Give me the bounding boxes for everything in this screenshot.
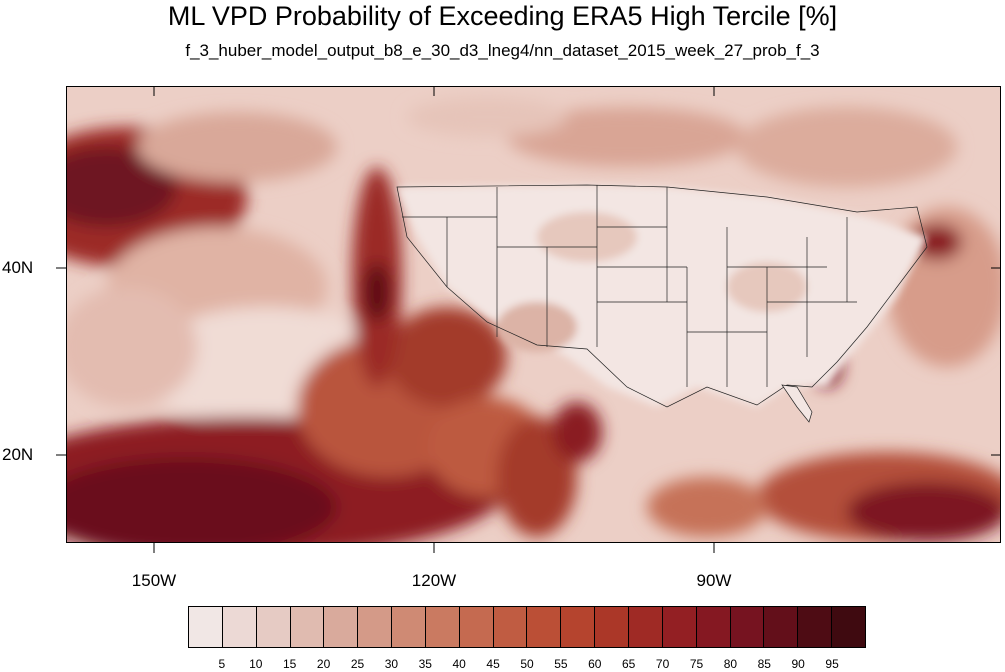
lon-label-90w: 90W (696, 571, 732, 590)
colorbar-swatch (392, 607, 426, 647)
colorbar-tick-label: 10 (249, 657, 263, 671)
colorbar-tick-label: 20 (316, 657, 331, 671)
colorbar-swatch (764, 607, 799, 647)
lat-label-40n: 40N (2, 258, 34, 277)
colorbar-swatch (358, 607, 393, 647)
map-subtitle: f_3_huber_model_output_b8_e_30_d3_lneg4/… (185, 41, 820, 60)
colorbar-swatch (561, 607, 596, 647)
colorbar-swatch (189, 607, 223, 647)
lon-label-150w: 150W (131, 571, 177, 590)
colorbar-swatch (527, 607, 562, 647)
colorbar-tick-label: 75 (689, 657, 704, 671)
lon-label-120w: 120W (411, 571, 457, 590)
colorbar-swatch (256, 607, 291, 647)
colorbar-tick-label: 65 (622, 657, 636, 671)
colorbar-tick-label: 15 (283, 657, 297, 671)
colorbar-tick-label: 90 (791, 657, 805, 671)
colorbar-tick-label: 80 (723, 657, 738, 671)
probability-field (67, 87, 1000, 542)
colorbar-swatch (628, 607, 663, 647)
colorbar-tick-label: 55 (554, 657, 568, 671)
colorbar-tick-label: 5 (218, 657, 226, 671)
colorbar-tick-label: 85 (757, 657, 771, 671)
colorbar-swatch (459, 607, 494, 647)
colorbar-swatch (290, 607, 325, 647)
colorbar-swatch (832, 607, 865, 647)
map-title: ML VPD Probability of Exceeding ERA5 Hig… (167, 1, 838, 31)
colorbar-swatch (798, 607, 833, 647)
colorbar-swatch (493, 607, 528, 647)
colorbar-swatch (696, 607, 731, 647)
colorbar-tick-label: 95 (825, 657, 839, 671)
colorbar-tick-label: 50 (520, 657, 534, 671)
colorbar-tick-label: 25 (350, 657, 365, 671)
colorbar-tick-label: 35 (418, 657, 432, 671)
colorbar-swatch (730, 607, 765, 647)
map-plot-area (66, 86, 1001, 543)
colorbar-tick-label: 40 (452, 657, 466, 671)
lat-label-20n: 20N (2, 445, 34, 464)
colorbar-tick-label: 60 (588, 657, 602, 671)
colorbar-tick-label: 30 (384, 657, 399, 671)
colorbar-tick-label: 45 (486, 657, 500, 671)
colorbar (188, 606, 866, 648)
colorbar-swatch (324, 607, 359, 647)
colorbar-swatch (662, 607, 697, 647)
colorbar-swatch (595, 607, 629, 647)
colorbar-swatch (222, 607, 257, 647)
colorbar-swatch (425, 607, 460, 647)
colorbar-tick-label: 70 (655, 657, 670, 671)
